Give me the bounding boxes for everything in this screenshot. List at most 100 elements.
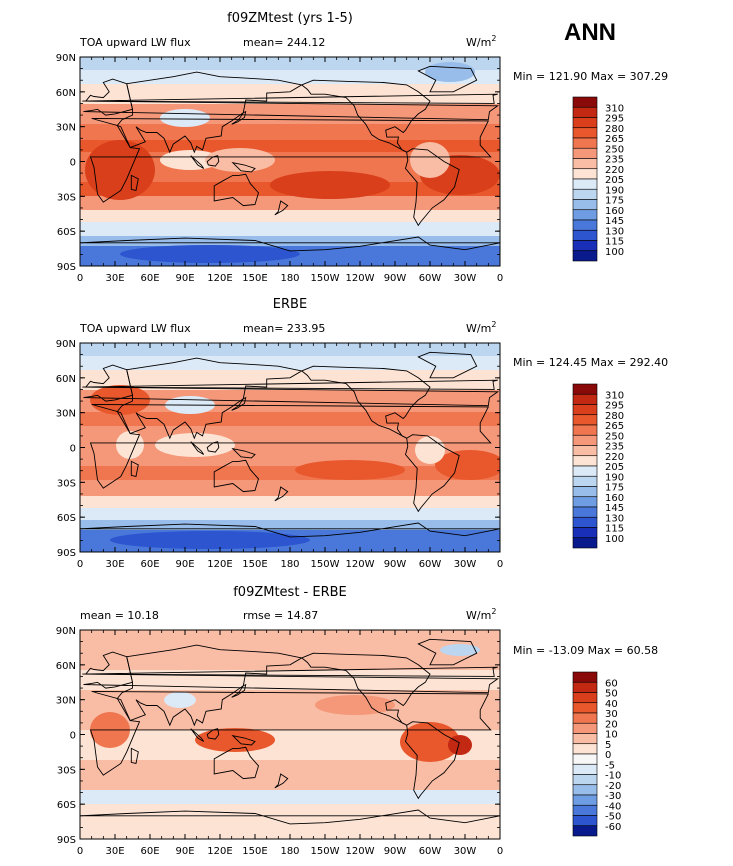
coastline [274,773,289,789]
colorbar-label: 265 [605,421,624,432]
colorbar-label: 295 [605,114,624,125]
colorbar-swatch [572,527,598,539]
units-label: W/m2 [466,320,496,335]
colorbar-label: -5 [605,760,615,771]
lat-tick-label: 0 [70,731,76,742]
colorbar-label: 145 [605,216,624,227]
lat-tick-label: 0 [70,444,76,455]
colorbar-swatch [572,424,598,436]
lon-tick-label: 60E [140,559,159,570]
colorbar-label: 175 [605,483,624,494]
coastline [80,522,500,538]
colorbar-label: 20 [605,719,618,730]
colorbar-label: 250 [605,431,624,442]
panel-difference: f09ZMtest - ERBE mean = 10.18 rmse = 14.… [79,585,658,840]
colorbar-label: -60 [605,822,621,833]
colorbar-swatch [572,516,598,528]
lon-tick-label: 30E [105,846,124,857]
coastline [274,200,289,216]
coastline [80,809,500,825]
lon-tick-label: 120E [207,559,232,570]
colorbar-label: 280 [605,124,624,135]
colorbar-label: 310 [605,103,624,114]
coastline [190,441,205,455]
lat-tick-label: 60N [56,661,76,672]
coastline [82,666,498,677]
lon-tick-label: 60E [140,273,159,284]
colorbar-label: 30 [605,709,618,720]
coastline [231,110,247,125]
colorbar-label: -10 [605,771,621,782]
lon-tick-label: 30E [105,273,124,284]
colorbar-label: 100 [605,247,624,258]
coastline [417,65,478,93]
lon-tick-label: 0 [77,846,83,857]
lon-tick-label: 150W [311,273,340,284]
colorbar-label: 5 [605,740,611,751]
lat-tick-label: 90N [56,53,76,64]
colorbar-swatch [572,506,598,518]
lon-tick-label: 0 [497,559,503,570]
colorbar-label: 220 [605,452,624,463]
lon-tick-label: 150W [311,559,340,570]
units-label: W/m2 [466,607,496,622]
coastline [116,357,303,440]
colorbar-swatch [572,815,598,827]
lon-tick-label: 90E [175,273,194,284]
colorbar-label: 205 [605,462,624,473]
minmax-label: Min = 121.90 Max = 307.29 [513,70,668,83]
colorbar-label: 280 [605,411,624,422]
colorbar-swatch [572,537,598,549]
colorbar-swatch [572,465,598,477]
colorbar-swatch [572,753,598,765]
coastline [82,93,498,104]
coastline [116,71,303,154]
lat-tick-label: 90S [57,835,76,846]
colorbar-label: 265 [605,134,624,145]
colorbar-label: 250 [605,144,624,155]
colorbar-swatch [572,250,598,262]
coastline [231,447,256,459]
colorbar-swatch [572,743,598,755]
variable-label: TOA upward LW flux [79,322,191,335]
coastline [231,396,247,411]
coastline [213,459,260,493]
colorbar-swatch [572,404,598,416]
colorbar-swatch [572,794,598,806]
colorbar-label: 115 [605,524,624,535]
coastline [130,747,139,765]
colorbar-label: 10 [605,730,618,741]
lat-tick-label: 60N [56,374,76,385]
coastline [130,460,139,478]
coastline [89,404,492,489]
coastline [116,644,303,727]
coastline [231,683,247,698]
lon-tick-label: 60E [140,846,159,857]
lon-tick-label: 90W [384,559,407,570]
lon-tick-label: 30W [454,846,477,857]
colorbar-swatch [572,681,598,693]
colorbar-swatch [572,199,598,211]
colorbar-label: -40 [605,801,621,812]
lon-tick-label: 90E [175,846,194,857]
coastlines-layer [80,65,500,825]
colorbar-label: 235 [605,155,624,166]
colorbar-label: 205 [605,175,624,186]
season-label: ANN [564,19,616,46]
colorbar-swatch [572,229,598,241]
colorbar-swatch [572,455,598,467]
lon-tick-label: 180 [280,273,299,284]
mean-label: mean= 244.12 [243,36,325,49]
colorbar-swatch [572,147,598,159]
colorbar-swatch [572,383,598,395]
lon-tick-label: 60W [419,559,442,570]
mean-label: mean = 10.18 [80,609,159,622]
lon-tick-label: 120W [346,559,375,570]
lon-tick-label: 120W [346,846,375,857]
minmax-label: Min = -13.09 Max = 60.58 [513,644,658,657]
coastline [213,746,260,780]
lon-tick-label: 90W [384,846,407,857]
colorbar-swatch [572,168,598,180]
lon-tick-label: 60W [419,846,442,857]
coastline [300,365,431,439]
